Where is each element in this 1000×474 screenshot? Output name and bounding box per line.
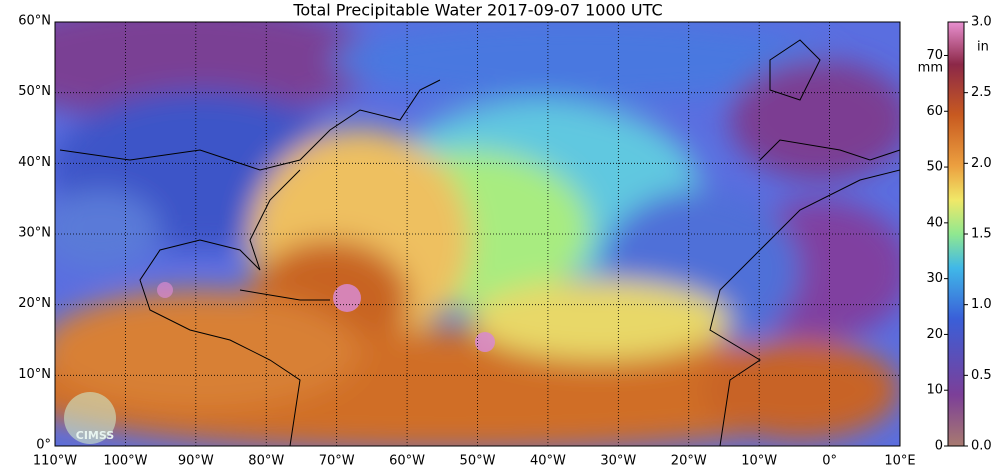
colorbar-in-label: 2.5 xyxy=(971,85,992,100)
colorbar-mm-unit: mm xyxy=(918,61,943,76)
colorbar-in-unit: in xyxy=(977,40,989,55)
x-tick-label: 90°W xyxy=(178,454,214,469)
colorbar-in-label: 3.0 xyxy=(971,15,992,30)
x-tick-label: 50°W xyxy=(460,454,496,469)
y-tick-label: 0° xyxy=(36,438,51,453)
x-tick-label: 100°W xyxy=(103,454,147,469)
colorbar-mm-label: 60 xyxy=(926,104,943,119)
x-tick-label: 30°W xyxy=(600,454,636,469)
colorbar-mm-label: 0 xyxy=(935,439,943,454)
y-tick-label: 50°N xyxy=(18,84,51,99)
colorbar-in-label: 0.0 xyxy=(971,439,992,454)
colorbar-mm-label: 30 xyxy=(926,271,943,286)
colorbar-mm-label: 50 xyxy=(926,160,943,175)
x-tick-label: 0° xyxy=(822,454,837,469)
y-tick-label: 20°N xyxy=(18,296,51,311)
x-tick-label: 70°W xyxy=(319,454,355,469)
colorbar-mm-label: 40 xyxy=(926,215,943,230)
colorbar xyxy=(947,21,965,447)
x-tick-label: 110°W xyxy=(33,454,77,469)
colorbar-in-label: 1.0 xyxy=(971,297,992,312)
colorbar-mm-label: 20 xyxy=(926,327,943,342)
colorbar-in-label: 2.0 xyxy=(971,156,992,171)
y-tick-label: 40°N xyxy=(18,155,51,170)
x-tick-label: 80°W xyxy=(248,454,284,469)
x-tick-label: 60°W xyxy=(389,454,425,469)
cimss-logo: CIMSS xyxy=(64,392,116,444)
colorbar-mm-label: 70 xyxy=(926,48,943,63)
y-tick-label: 30°N xyxy=(18,226,51,241)
colorbar-in-label: 0.5 xyxy=(971,368,992,383)
logo-text: CIMSS xyxy=(76,429,115,442)
x-tick-label: 20°W xyxy=(671,454,707,469)
tpw-field xyxy=(55,22,900,446)
y-tick-label: 60°N xyxy=(18,14,51,29)
x-tick-label: 10°W xyxy=(741,454,777,469)
colorbar-mm-label: 10 xyxy=(926,383,943,398)
y-tick-label: 10°N xyxy=(18,367,51,382)
colorbar-in-label: 1.5 xyxy=(971,227,992,242)
x-tick-label: 10°E xyxy=(884,454,915,469)
x-tick-label: 40°W xyxy=(530,454,566,469)
map-title: Total Precipitable Water 2017-09-07 1000… xyxy=(292,1,662,20)
